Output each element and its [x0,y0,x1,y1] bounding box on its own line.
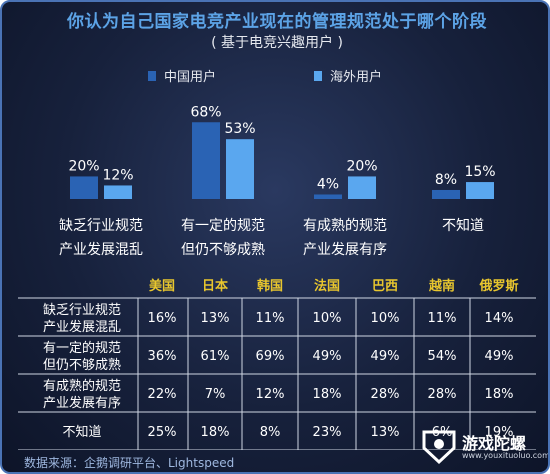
chart-subtitle: ( 基于电竞兴趣用户 ) [211,35,343,51]
row-label-0-0: 缺乏行业规范 [43,303,121,318]
category-label-2-1: 产业发展有序 [303,242,387,258]
column-header-0: 美国 [149,278,175,294]
bar-0-1 [104,185,132,199]
logo-url: www.youxituoluo.com [462,451,550,460]
table-cell-0-0: 16% [148,311,177,326]
column-header-5: 越南 [428,278,455,294]
category-label-0-1: 产业发展混乱 [59,242,143,258]
legend-label-1: 海外用户 [330,69,382,85]
category-label-0-0: 缺乏行业规范 [59,217,143,234]
table-cell-3-4: 13% [371,425,400,440]
table-cell-1-4: 49% [371,349,400,364]
row-label-1-1: 但仍不够成熟 [43,357,121,373]
data-label-2-0: 4% [317,176,339,192]
table-cell-1-3: 49% [313,349,342,364]
category-label-1-0: 有一定的规范 [181,217,265,234]
data-label-2-1: 20% [346,158,377,174]
table-cell-3-6: 19% [485,425,514,440]
row-label-1-0: 有一定的规范 [43,340,121,356]
table-cell-2-5: 28% [428,387,457,402]
bar-1-1 [226,139,254,199]
table-cell-0-1: 13% [201,311,230,326]
table-cell-0-3: 10% [313,311,342,326]
bar-3-0 [432,189,460,199]
bar-2-1 [348,176,376,199]
table-cell-0-2: 11% [256,311,285,326]
table-cell-2-3: 18% [313,387,342,402]
table-cell-0-4: 10% [371,311,400,326]
data-label-3-0: 8% [435,172,457,188]
column-header-4: 巴西 [372,279,398,294]
table-cell-1-2: 69% [256,349,285,364]
table-cell-3-1: 18% [201,425,230,440]
data-label-1-0: 68% [190,104,221,120]
column-header-6: 俄罗斯 [478,278,518,294]
table-cell-3-3: 23% [313,425,342,440]
row-label-3-0: 不知道 [62,424,101,440]
logo-icon [422,430,456,465]
bar-chart: 中国用户 海外用户20%12%缺乏行业规范产业发展混乱68%53%有一定的规范但仍… [59,69,496,258]
category-label-2-0: 有成熟的规范 [303,217,387,234]
brand-logo: 游戏陀螺 www.youxituoluo.com [420,424,548,468]
legend-swatch-0 [148,71,156,81]
table-cell-2-6: 18% [485,387,514,402]
table-cell-1-0: 36% [148,349,177,364]
data-label-0-1: 12% [102,167,133,183]
table-cell-2-2: 12% [256,387,285,402]
table-cell-2-0: 22% [148,387,177,402]
table-cell-3-0: 25% [148,425,177,440]
table-cell-0-5: 11% [428,311,457,326]
column-header-2: 韩国 [257,278,283,294]
table-cell-3-2: 8% [260,425,281,440]
bar-2-0 [314,194,342,199]
row-label-2-0: 有成熟的规范 [43,378,121,394]
table-cell-1-5: 54% [428,349,457,364]
column-header-1: 日本 [202,278,228,294]
chart-title: 你认为自己国家电竞产业现在的管理规范处于哪个阶段 [67,12,487,32]
legend-swatch-1 [314,71,322,81]
legend-label-0: 中国用户 [164,69,216,85]
data-label-3-1: 15% [464,164,495,180]
bar-1-0 [192,122,220,199]
table-cell-1-6: 49% [485,349,514,364]
table-cell-0-6: 14% [485,311,514,326]
logo-text: 游戏陀螺 [462,434,527,453]
bar-0-0 [70,176,98,199]
table-cell-2-4: 28% [371,387,400,402]
category-label-1-1: 但仍不够成熟 [181,242,265,258]
data-label-1-1: 53% [224,121,255,137]
table-cell-1-1: 61% [201,349,230,364]
row-label-0-1: 产业发展混乱 [43,319,121,335]
bar-3-1 [466,182,494,199]
column-header-3: 法国 [314,278,340,294]
category-label-3-0: 不知道 [442,217,484,234]
source-note: 数据来源：企鹅调研平台、Lightspeed [24,456,235,470]
table-cell-2-1: 7% [205,387,226,402]
row-label-2-1: 产业发展有序 [43,395,121,411]
data-label-0-0: 20% [68,158,99,174]
